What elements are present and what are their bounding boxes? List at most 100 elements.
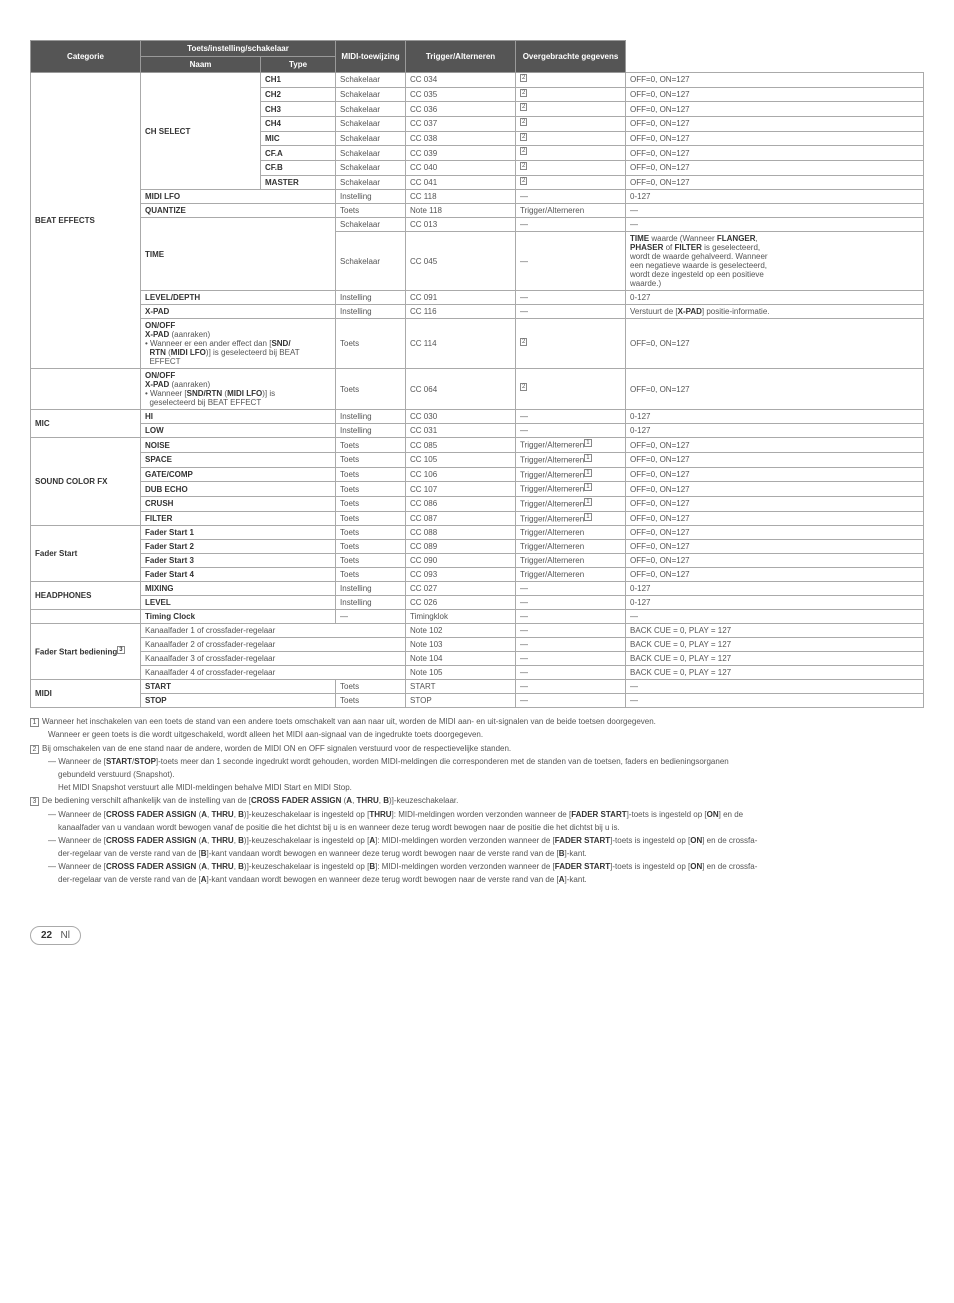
cell: Toets [336, 452, 406, 467]
cell: OFF=0, ON=127 [626, 526, 924, 540]
cell: — [516, 638, 626, 652]
cell: Instelling [336, 424, 406, 438]
chselect-name: CH SELECT [141, 73, 261, 190]
table-row: LEVEL/DEPTH Instelling CC 091 — 0-127 [31, 291, 924, 305]
cell: OFF=0, ON=127 [626, 369, 924, 410]
cell: OFF=0, ON=127 [626, 116, 924, 131]
cell: Instelling [336, 305, 406, 319]
cell: ON/OFF X-PAD (aanraken) • Wanneer er een… [141, 319, 336, 369]
cell: Note 102 [406, 624, 516, 638]
cell: OFF=0, ON=127 [626, 102, 924, 117]
table-row: QUANTIZE Toets Note 118 Trigger/Alterner… [31, 204, 924, 218]
table-row: Fader Start 3 Toets CC 090 Trigger/Alter… [31, 554, 924, 568]
cell: DUB ECHO [141, 482, 336, 497]
cell: Trigger/Alterneren [516, 204, 626, 218]
table-row: MIC HI Instelling CC 030 — 0-127 [31, 410, 924, 424]
cell: Toets [336, 540, 406, 554]
cell: Trigger/Alterneren1 [516, 496, 626, 511]
table-row: STOP Toets STOP — — [31, 694, 924, 708]
cell: CC 031 [406, 424, 516, 438]
table-row: Kanaalfader 2 of crossfader-regelaar Not… [31, 638, 924, 652]
cell: OFF=0, ON=127 [626, 540, 924, 554]
table-row: Fader Start 4 Toets CC 093 Trigger/Alter… [31, 568, 924, 582]
cell: SPACE [141, 452, 336, 467]
cell: CC 041 [406, 175, 516, 190]
cell: Schakelaar [336, 232, 406, 291]
cell: CRUSH [141, 496, 336, 511]
cell: — [516, 680, 626, 694]
cell: CC 013 [406, 218, 516, 232]
cell: Instelling [336, 596, 406, 610]
cell: OFF=0, ON=127 [626, 511, 924, 526]
cat-mic: MIC [31, 410, 141, 438]
cell: Trigger/Alterneren1 [516, 438, 626, 453]
table-row: Timing Clock — Timingklok — — [31, 610, 924, 624]
cell: Trigger/Alterneren [516, 540, 626, 554]
cell: OFF=0, ON=127 [626, 467, 924, 482]
cat-sound: SOUND COLOR FX [31, 438, 141, 526]
cell: CC 093 [406, 568, 516, 582]
cell: TIME waarde (Wanneer FLANGER, PHASER of … [626, 232, 924, 291]
cell: Trigger/Alterneren [516, 554, 626, 568]
cell: — [516, 624, 626, 638]
cell: Schakelaar [336, 175, 406, 190]
cell: 0-127 [626, 190, 924, 204]
cell: OFF=0, ON=127 [626, 87, 924, 102]
cell: Toets [336, 438, 406, 453]
cell: OFF=0, ON=127 [626, 131, 924, 146]
cell: Toets [336, 694, 406, 708]
cell: Fader Start 4 [141, 568, 336, 582]
cell: — [516, 610, 626, 624]
cell: CC 090 [406, 554, 516, 568]
cell: Toets [336, 554, 406, 568]
cell: Kanaalfader 2 of crossfader-regelaar [141, 638, 406, 652]
cell: Trigger/Alterneren1 [516, 467, 626, 482]
cell: Schakelaar [336, 116, 406, 131]
cell: CF.A [261, 146, 336, 161]
table-row: Fader Start bediening3 Kanaalfader 1 of … [31, 624, 924, 638]
cell: Instelling [336, 190, 406, 204]
cell: STOP [141, 694, 336, 708]
cell: CF.B [261, 160, 336, 175]
cell: Trigger/Alterneren [516, 568, 626, 582]
cell: Toets [336, 496, 406, 511]
table-row: Fader Start 2 Toets CC 089 Trigger/Alter… [31, 540, 924, 554]
cell: CC 064 [406, 369, 516, 410]
cell: Toets [336, 568, 406, 582]
cell: 0-127 [626, 582, 924, 596]
cell: MIDI LFO [141, 190, 336, 204]
cell: 0-127 [626, 596, 924, 610]
cell: Schakelaar [336, 146, 406, 161]
table-row: Kanaalfader 3 of crossfader-regelaar Not… [31, 652, 924, 666]
cell: CC 034 [406, 73, 516, 88]
cell: Schakelaar [336, 131, 406, 146]
cell: — [626, 694, 924, 708]
cell: Schakelaar [336, 218, 406, 232]
table-row: ON/OFF X-PAD (aanraken) • Wanneer er een… [31, 319, 924, 369]
cat-fsb: Fader Start bediening3 [31, 624, 141, 680]
cell: LOW [141, 424, 336, 438]
cell: Trigger/Alterneren1 [516, 482, 626, 497]
table-row: X-PAD Instelling CC 116 — Verstuurt de [… [31, 305, 924, 319]
cell: OFF=0, ON=127 [626, 568, 924, 582]
cell: CC 035 [406, 87, 516, 102]
table-row: DUB ECHO Toets CC 107 Trigger/Alterneren… [31, 482, 924, 497]
cell: BACK CUE = 0, PLAY = 127 [626, 638, 924, 652]
cell: 0-127 [626, 291, 924, 305]
cell: CH3 [261, 102, 336, 117]
cell: FILTER [141, 511, 336, 526]
cell: — [626, 218, 924, 232]
cell: 2 [516, 131, 626, 146]
cell: — [516, 291, 626, 305]
cell: OFF=0, ON=127 [626, 554, 924, 568]
table-row: LOW Instelling CC 031 — 0-127 [31, 424, 924, 438]
cell: 2 [516, 73, 626, 88]
cell: NOISE [141, 438, 336, 453]
cell: — [336, 610, 406, 624]
cell: MASTER [261, 175, 336, 190]
th-type: Type [261, 57, 336, 73]
table-row: MIDI LFO Instelling CC 118 — 0-127 [31, 190, 924, 204]
cell: 2 [516, 369, 626, 410]
table-row: CRUSH Toets CC 086 Trigger/Alterneren1 O… [31, 496, 924, 511]
table-row: SPACE Toets CC 105 Trigger/Alterneren1 O… [31, 452, 924, 467]
